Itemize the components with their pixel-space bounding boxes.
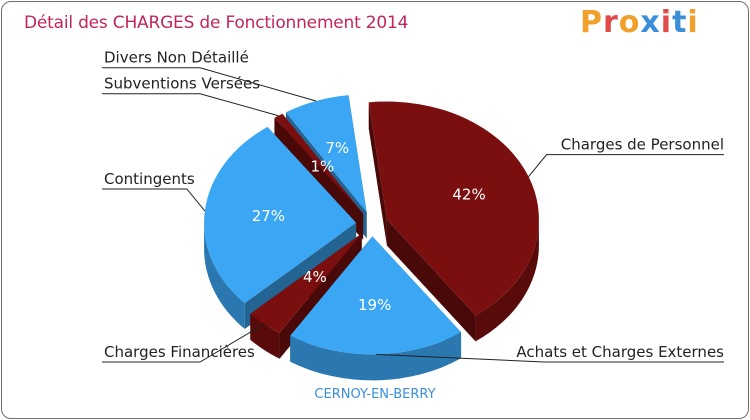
slice-wall xyxy=(368,102,387,246)
leader-line xyxy=(102,67,317,102)
slice-wall xyxy=(386,219,476,342)
logo-letter: o xyxy=(618,5,641,40)
leader-line xyxy=(528,154,724,177)
logo-letter: r xyxy=(603,5,619,40)
slice-top xyxy=(290,236,462,355)
slice-label: Divers Non Détaillé xyxy=(104,49,249,67)
slice-percent: 4% xyxy=(303,268,327,286)
slice-top xyxy=(204,126,357,304)
slice-percent: 19% xyxy=(358,296,391,314)
slice-label: Achats et Charges Externes xyxy=(516,343,724,361)
logo-letter: P xyxy=(580,5,603,40)
slice-percent: 7% xyxy=(325,139,349,157)
slice-label: Charges Financières xyxy=(104,343,255,361)
slice-side xyxy=(204,222,245,330)
slice-top xyxy=(285,95,367,213)
leader-line xyxy=(102,323,265,363)
proxiti-logo[interactable]: Proxiti xyxy=(580,5,699,40)
slice-percent: 1% xyxy=(311,158,335,176)
pie-slices xyxy=(204,95,539,381)
chart-title: Détail des CHARGES de Fonctionnement 201… xyxy=(24,13,409,33)
leader-lines xyxy=(102,67,724,363)
leader-line xyxy=(102,188,206,212)
logo-letter: x xyxy=(640,5,661,40)
slice-top xyxy=(250,233,362,333)
slice-label: Contingents xyxy=(104,170,195,188)
slice-label: Charges de Personnel xyxy=(561,136,724,154)
slice-side xyxy=(475,219,539,342)
slice-percent: 42% xyxy=(452,186,485,204)
slice-label: Subventions Versées xyxy=(104,75,260,93)
pie-slice xyxy=(290,236,462,381)
slice-top xyxy=(368,101,539,316)
slice-side xyxy=(290,332,462,381)
slice-labels: 42% 19% 4% 27% 1%7% Charges de Personnel Achat… xyxy=(104,49,724,361)
leader-line xyxy=(102,93,279,117)
slice-side xyxy=(250,313,280,359)
slice-top xyxy=(274,113,364,214)
leader-line xyxy=(376,353,724,363)
commune-name: CERNOY-EN-BERRY xyxy=(314,387,436,402)
logo-letter: t xyxy=(672,5,688,40)
pie-slice xyxy=(368,101,539,342)
slice-percent: 27% xyxy=(252,207,285,225)
logo-letter: i xyxy=(660,5,673,40)
logo-letter: i xyxy=(687,5,699,40)
